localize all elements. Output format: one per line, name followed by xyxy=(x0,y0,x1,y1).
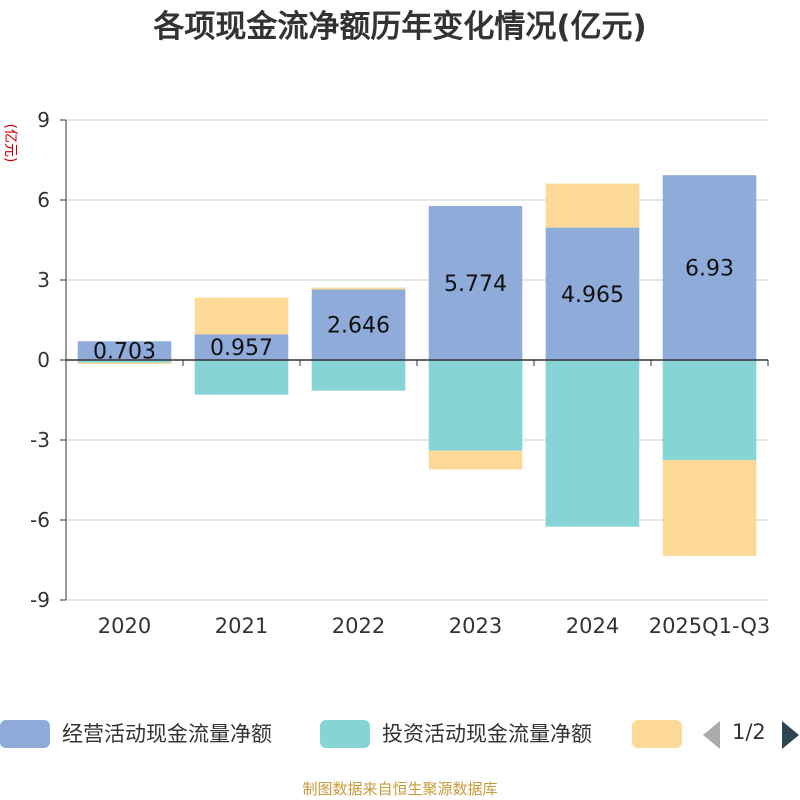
bar-segment-financing[interactable] xyxy=(428,450,523,470)
x-tick-label: 2024 xyxy=(566,614,619,638)
y-tick-label: 9 xyxy=(37,108,50,132)
y-tick-label: 3 xyxy=(37,268,50,292)
legend-item-financing[interactable] xyxy=(632,716,682,752)
legend-label-investing: 投资活动现金流量净额 xyxy=(382,722,592,746)
bar-segment-operating[interactable] xyxy=(428,206,523,360)
chart-title: 各项现金流净额历年变化情况(亿元) xyxy=(153,9,647,45)
bar-segment-investing[interactable] xyxy=(428,360,523,451)
bar-data-label: 5.774 xyxy=(444,272,507,297)
bar-segment-investing[interactable] xyxy=(311,360,406,391)
bar-segment-investing[interactable] xyxy=(194,360,289,395)
bar-segment-financing[interactable] xyxy=(662,460,757,556)
y-tick-label: -6 xyxy=(30,508,50,532)
bar-segment-financing[interactable] xyxy=(545,183,640,228)
bar-data-label: 6.93 xyxy=(685,257,734,282)
legend-next-page-icon[interactable] xyxy=(782,721,799,749)
chart-plot: (亿元) -9 -6 -3 0 3 6 9 2020 2021 2022 2023 2024 2025Q… xyxy=(2,108,771,638)
y-tick-label: -9 xyxy=(30,588,50,612)
bar-segment-operating[interactable] xyxy=(194,334,289,360)
y-axis-label: (亿元) xyxy=(2,124,18,163)
bar-segment-operating[interactable] xyxy=(545,227,640,360)
y-tick-label: -3 xyxy=(30,428,50,452)
bar-data-label: 0.957 xyxy=(210,336,273,361)
bar-segment-financing[interactable] xyxy=(77,362,172,364)
x-tick-label: 2020 xyxy=(98,614,151,638)
bar-data-label: 0.703 xyxy=(93,340,156,365)
x-tick-label: 2025Q1-Q3 xyxy=(649,614,771,638)
bar-segment-financing[interactable] xyxy=(311,287,406,290)
bar-segment-investing[interactable] xyxy=(77,360,172,363)
bar-segment-operating[interactable] xyxy=(311,289,406,360)
legend-swatch-investing xyxy=(320,720,370,748)
bar-segment-operating[interactable] xyxy=(77,341,172,360)
bar-segment-investing[interactable] xyxy=(545,360,640,527)
legend-prev-page-icon[interactable] xyxy=(703,721,720,749)
x-tick-label: 2021 xyxy=(215,614,268,638)
bar-segment-operating[interactable] xyxy=(662,175,757,360)
source-note: 制图数据来自恒生聚源数据库 xyxy=(302,780,498,798)
y-tick-label: 6 xyxy=(37,188,50,212)
legend-swatch-financing xyxy=(632,720,682,748)
bar-data-label: 2.646 xyxy=(327,314,390,339)
bar-data-label: 4.965 xyxy=(561,283,624,308)
legend-label-operating: 经营活动现金流量净额 xyxy=(62,722,272,746)
x-tick-label: 2023 xyxy=(449,614,502,638)
y-tick-label: 0 xyxy=(37,348,50,372)
bar-segment-investing[interactable] xyxy=(662,360,757,460)
x-tick-label: 2022 xyxy=(332,614,385,638)
legend-swatch-operating xyxy=(0,720,50,748)
bar-segment-financing[interactable] xyxy=(194,297,289,335)
legend-page-indicator: 1/2 xyxy=(732,720,766,744)
